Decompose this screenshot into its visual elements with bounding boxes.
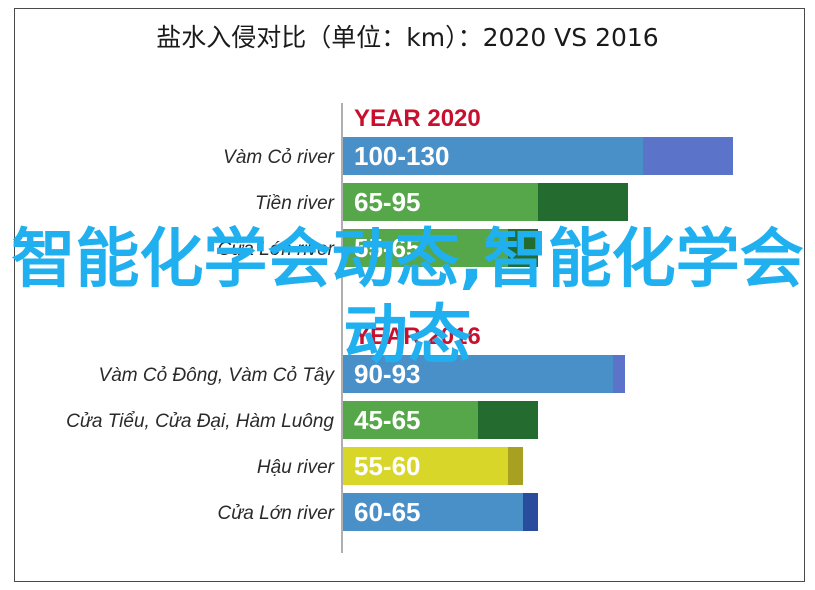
bar-range-low [343,493,523,531]
bar-value-label: 100-130 [354,141,449,171]
category-label: Hậu river [257,457,335,478]
category-label: Vàm Cỏ Đông, Vàm Cỏ Tây [99,365,336,386]
bar-range-low [343,183,538,221]
chart-frame [14,8,805,582]
bar-range-low [343,355,613,393]
bar-value-label: 55-60 [354,451,421,481]
bar-range-extent [508,229,538,267]
panel-title: YEAR 2016 [354,323,481,350]
category-label: Tiền river [255,193,335,214]
bar-value-label: 60-65 [354,497,421,527]
bar-range-low [343,229,508,267]
bar-range-low [343,401,478,439]
bar-value-label: 55-65 [354,233,421,263]
bar-chart: YEAR 2020 100-130 Vàm Cỏ river 65-95 Tiền ri… [66,103,733,553]
chart-title: 盐水入侵对比（单位：km）：2020 VS 2016 [156,23,659,52]
bar-range-extent [478,401,538,439]
category-label: Cửa Tiểu, Cửa Đại, Hàm Luông [66,411,334,432]
panel-title: YEAR 2020 [354,105,481,132]
bar-range-extent [523,493,538,531]
category-label: Cửa Lớn river [218,239,335,260]
bar-range-low [343,137,643,175]
bar-value-label: 65-95 [354,187,421,217]
bar-range-extent [538,183,628,221]
bar-range-extent [613,355,625,393]
category-label: Cửa Lớn river [218,503,335,524]
category-label: Vàm Cỏ river [223,147,335,168]
bar-value-label: 45-65 [354,405,421,435]
bar-range-extent [643,137,733,175]
bar-value-label: 90-93 [354,359,421,389]
bar-range-low [343,447,508,485]
bar-range-extent [508,447,523,485]
